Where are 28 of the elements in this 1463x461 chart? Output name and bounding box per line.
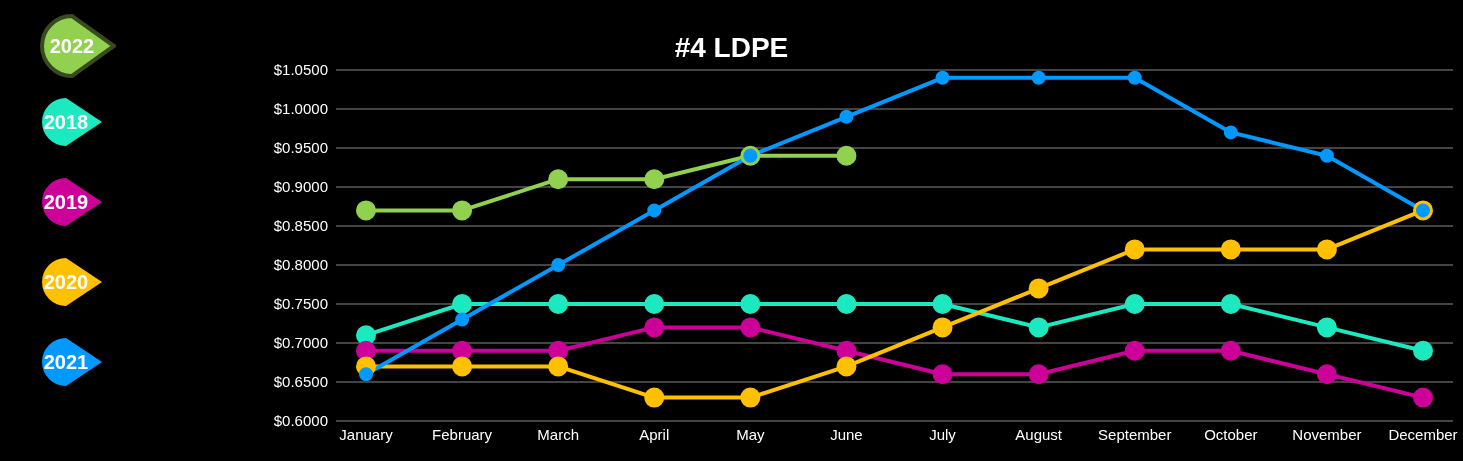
x-tick-label: October (1204, 425, 1258, 443)
y-tick-label: $1.0500 (273, 61, 328, 79)
x-tick-label: May (736, 425, 766, 443)
text: 2020 (42, 271, 90, 294)
chart-title: #4 LDPE (674, 32, 789, 63)
x-tick-label: January (339, 425, 394, 443)
y-tick-label: $0.9000 (273, 178, 328, 196)
x-tick-label: August (1015, 425, 1063, 443)
y-tick-label: $0.6500 (273, 373, 328, 391)
x-tick-label: July (929, 425, 957, 443)
x-tick-label: June (830, 425, 863, 443)
y-tick-label: $0.8500 (273, 217, 328, 235)
y-tick-label: $1.0000 (273, 100, 328, 118)
y-tick-label: $0.6000 (273, 412, 328, 430)
text: 2018 (42, 111, 90, 134)
y-tick-label: $0.7000 (273, 334, 328, 352)
x-tick-label: December (1388, 425, 1458, 443)
y-tick-label: $0.7500 (273, 295, 328, 313)
text: 2021 (42, 351, 90, 374)
text: 2019 (42, 191, 90, 214)
y-tick-label: $0.9500 (273, 139, 328, 157)
x-tick-label: February (432, 425, 493, 443)
x-tick-label: April (639, 425, 670, 443)
x-tick-label: March (537, 425, 580, 443)
x-tick-label: November (1292, 425, 1362, 443)
text: 2022 (48, 35, 96, 58)
y-tick-label: $0.8000 (273, 256, 328, 274)
x-tick-label: September (1098, 425, 1172, 443)
